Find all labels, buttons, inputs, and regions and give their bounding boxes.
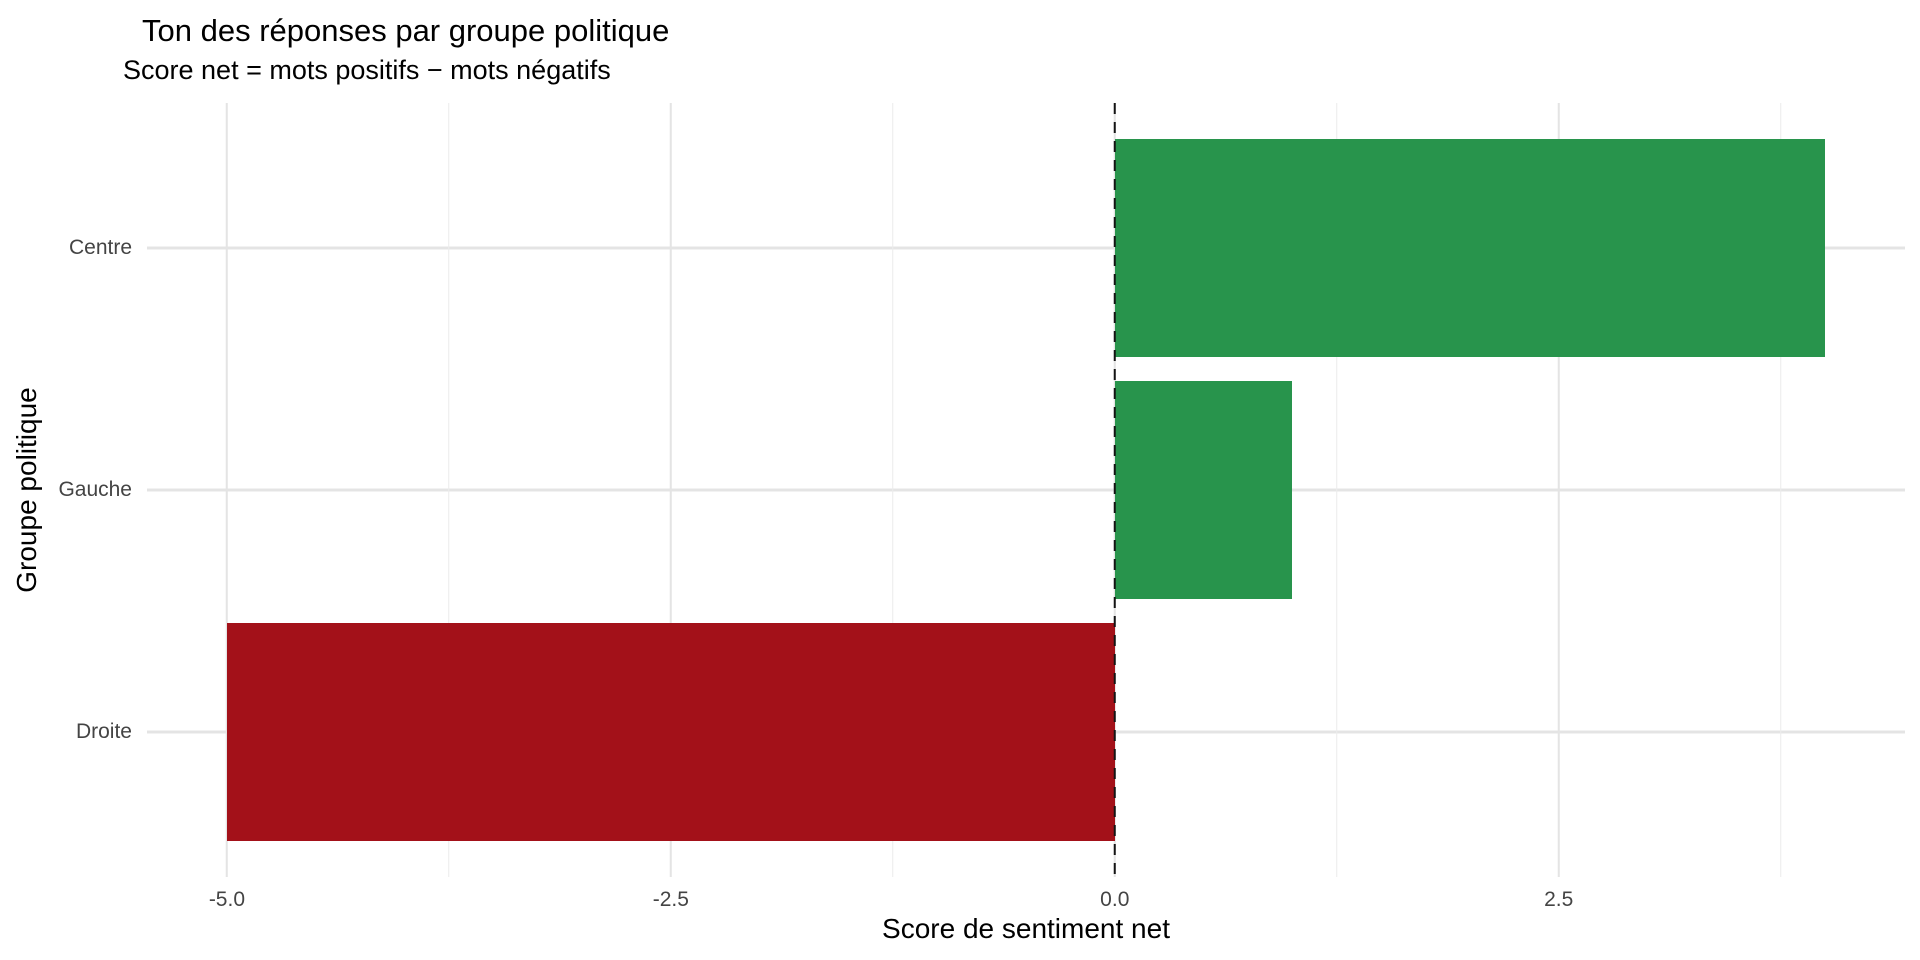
- bar-centre: [1114, 139, 1826, 357]
- zero-reference-line: [1113, 103, 1117, 877]
- y-tick-label-droite: Droite: [75, 719, 132, 743]
- x-tick-label-2.5: 2.5: [1544, 888, 1574, 911]
- plot-panel: [147, 103, 1905, 877]
- minor-gridline-x: [1336, 103, 1338, 877]
- y-tick-label-gauche: Gauche: [58, 478, 132, 501]
- major-gridline-x--2.5: [669, 103, 673, 877]
- minor-gridline-x: [448, 103, 450, 877]
- minor-gridline-x: [892, 103, 894, 877]
- minor-gridline-x: [1779, 103, 1782, 877]
- row-gridline-gauche: [147, 488, 1905, 492]
- y-axis-title: Groupe politique: [11, 387, 42, 593]
- chart-subtitle: Score net = mots positifs − mots négatif…: [123, 55, 611, 85]
- x-tick-label--5.0: -5.0: [208, 888, 245, 911]
- x-axis-title: Score de sentiment net: [882, 913, 1170, 944]
- row-gridline-centre: [147, 246, 1905, 250]
- x-tick-label-0.0: 0.0: [1100, 888, 1130, 911]
- bar-gauche: [1114, 381, 1293, 599]
- bar-droite: [226, 623, 1115, 841]
- major-gridline-x-2.5: [1557, 103, 1560, 877]
- major-gridline-x--5.0: [225, 103, 229, 877]
- chart-title: Ton des réponses par groupe politique: [142, 13, 670, 48]
- y-tick-label-centre: Centre: [68, 236, 132, 260]
- x-tick-label--2.5: -2.5: [652, 888, 689, 911]
